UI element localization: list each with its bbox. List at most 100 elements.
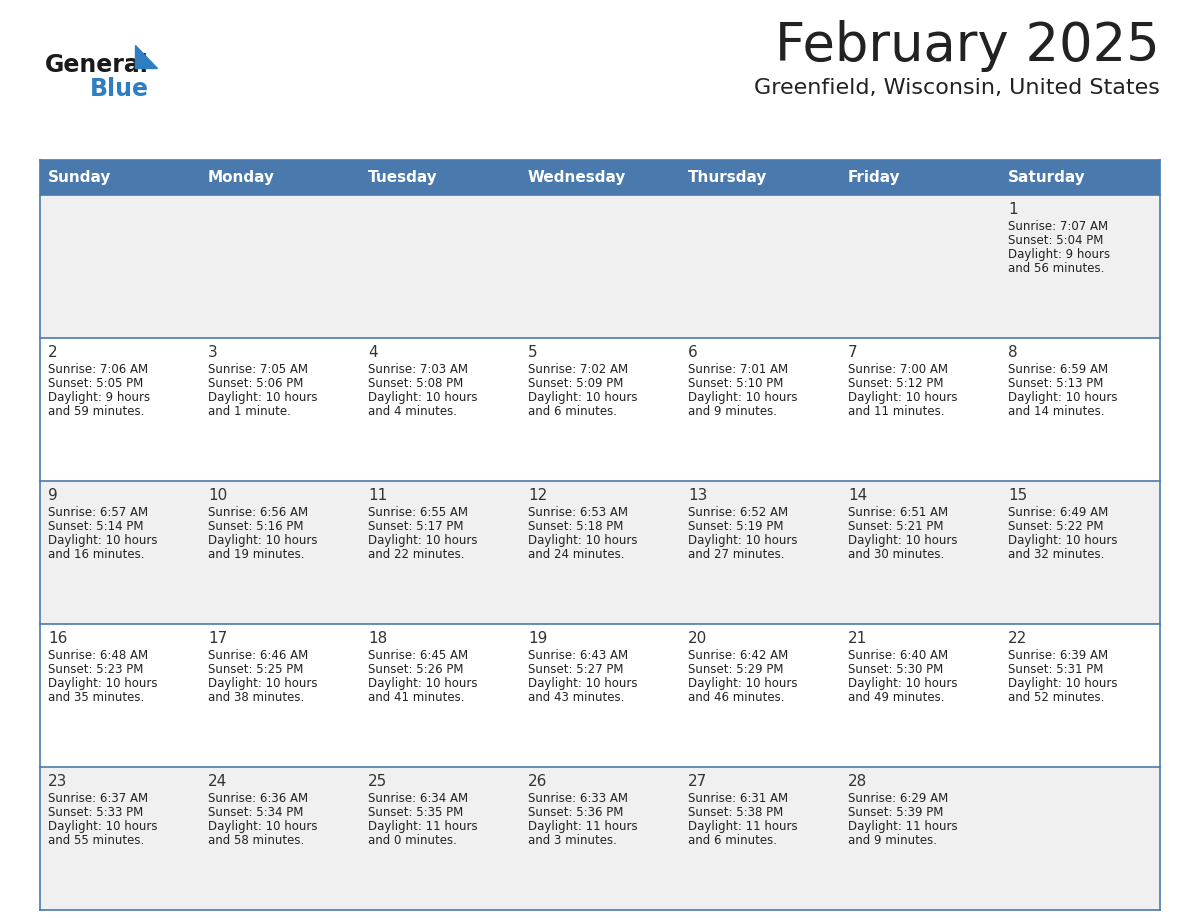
Text: Sunrise: 6:37 AM: Sunrise: 6:37 AM bbox=[48, 792, 148, 805]
Text: Sunset: 5:04 PM: Sunset: 5:04 PM bbox=[1007, 234, 1104, 247]
Text: Sunrise: 6:57 AM: Sunrise: 6:57 AM bbox=[48, 506, 148, 519]
Text: 19: 19 bbox=[527, 631, 548, 646]
Text: 3: 3 bbox=[208, 345, 217, 360]
Text: 2: 2 bbox=[48, 345, 58, 360]
Text: and 6 minutes.: and 6 minutes. bbox=[527, 405, 617, 418]
Text: 22: 22 bbox=[1007, 631, 1028, 646]
Text: and 0 minutes.: and 0 minutes. bbox=[368, 834, 457, 847]
Text: Daylight: 10 hours: Daylight: 10 hours bbox=[527, 534, 638, 547]
Text: Daylight: 10 hours: Daylight: 10 hours bbox=[208, 391, 317, 404]
Text: Daylight: 10 hours: Daylight: 10 hours bbox=[848, 391, 958, 404]
Text: Daylight: 10 hours: Daylight: 10 hours bbox=[527, 391, 638, 404]
Text: Sunrise: 6:39 AM: Sunrise: 6:39 AM bbox=[1007, 649, 1108, 662]
Bar bbox=[840, 160, 1000, 195]
Text: Blue: Blue bbox=[90, 77, 148, 101]
Text: 25: 25 bbox=[368, 774, 387, 789]
Text: 16: 16 bbox=[48, 631, 68, 646]
Text: Sunrise: 6:56 AM: Sunrise: 6:56 AM bbox=[208, 506, 308, 519]
Text: Daylight: 11 hours: Daylight: 11 hours bbox=[848, 820, 958, 833]
Text: Sunset: 5:25 PM: Sunset: 5:25 PM bbox=[208, 663, 303, 676]
Text: Sunrise: 6:59 AM: Sunrise: 6:59 AM bbox=[1007, 363, 1108, 376]
Text: Sunrise: 6:48 AM: Sunrise: 6:48 AM bbox=[48, 649, 148, 662]
Text: Daylight: 10 hours: Daylight: 10 hours bbox=[368, 391, 478, 404]
Bar bbox=[360, 160, 520, 195]
Text: Daylight: 10 hours: Daylight: 10 hours bbox=[688, 677, 797, 690]
Text: and 19 minutes.: and 19 minutes. bbox=[208, 548, 304, 561]
Text: Sunset: 5:10 PM: Sunset: 5:10 PM bbox=[688, 377, 783, 390]
Text: Sunrise: 7:03 AM: Sunrise: 7:03 AM bbox=[368, 363, 468, 376]
Text: Sunrise: 7:00 AM: Sunrise: 7:00 AM bbox=[848, 363, 948, 376]
Text: Sunset: 5:17 PM: Sunset: 5:17 PM bbox=[368, 520, 463, 533]
Text: and 55 minutes.: and 55 minutes. bbox=[48, 834, 144, 847]
Bar bbox=[1000, 160, 1159, 195]
Text: and 24 minutes.: and 24 minutes. bbox=[527, 548, 625, 561]
Text: 1: 1 bbox=[1007, 202, 1018, 217]
Text: and 11 minutes.: and 11 minutes. bbox=[848, 405, 944, 418]
Text: and 46 minutes.: and 46 minutes. bbox=[688, 691, 784, 704]
Text: Daylight: 10 hours: Daylight: 10 hours bbox=[208, 820, 317, 833]
Text: Daylight: 10 hours: Daylight: 10 hours bbox=[848, 534, 958, 547]
Text: and 49 minutes.: and 49 minutes. bbox=[848, 691, 944, 704]
Text: Sunrise: 7:06 AM: Sunrise: 7:06 AM bbox=[48, 363, 148, 376]
Text: Daylight: 10 hours: Daylight: 10 hours bbox=[368, 677, 478, 690]
Text: 17: 17 bbox=[208, 631, 227, 646]
Text: 15: 15 bbox=[1007, 488, 1028, 503]
Text: and 30 minutes.: and 30 minutes. bbox=[848, 548, 944, 561]
Bar bbox=[40, 481, 1159, 624]
Text: and 16 minutes.: and 16 minutes. bbox=[48, 548, 145, 561]
Bar bbox=[680, 160, 840, 195]
Text: Sunset: 5:16 PM: Sunset: 5:16 PM bbox=[208, 520, 303, 533]
Text: Sunset: 5:23 PM: Sunset: 5:23 PM bbox=[48, 663, 144, 676]
Text: Daylight: 10 hours: Daylight: 10 hours bbox=[1007, 391, 1118, 404]
Text: Sunrise: 6:51 AM: Sunrise: 6:51 AM bbox=[848, 506, 948, 519]
Text: 28: 28 bbox=[848, 774, 867, 789]
Text: and 4 minutes.: and 4 minutes. bbox=[368, 405, 457, 418]
Text: Daylight: 10 hours: Daylight: 10 hours bbox=[1007, 534, 1118, 547]
Text: Sunrise: 6:33 AM: Sunrise: 6:33 AM bbox=[527, 792, 628, 805]
Text: Daylight: 10 hours: Daylight: 10 hours bbox=[48, 534, 158, 547]
Bar bbox=[40, 160, 200, 195]
Text: Sunrise: 7:01 AM: Sunrise: 7:01 AM bbox=[688, 363, 788, 376]
Text: 18: 18 bbox=[368, 631, 387, 646]
Bar bbox=[520, 160, 680, 195]
Text: Sunset: 5:14 PM: Sunset: 5:14 PM bbox=[48, 520, 144, 533]
Text: Sunrise: 6:31 AM: Sunrise: 6:31 AM bbox=[688, 792, 788, 805]
Text: Daylight: 10 hours: Daylight: 10 hours bbox=[208, 534, 317, 547]
Text: Sunrise: 6:40 AM: Sunrise: 6:40 AM bbox=[848, 649, 948, 662]
Text: and 59 minutes.: and 59 minutes. bbox=[48, 405, 145, 418]
Text: Sunset: 5:38 PM: Sunset: 5:38 PM bbox=[688, 806, 783, 819]
Text: Daylight: 10 hours: Daylight: 10 hours bbox=[527, 677, 638, 690]
Text: Sunset: 5:18 PM: Sunset: 5:18 PM bbox=[527, 520, 624, 533]
Text: Sunset: 5:29 PM: Sunset: 5:29 PM bbox=[688, 663, 784, 676]
Text: 6: 6 bbox=[688, 345, 697, 360]
Text: Sunset: 5:21 PM: Sunset: 5:21 PM bbox=[848, 520, 943, 533]
Text: and 32 minutes.: and 32 minutes. bbox=[1007, 548, 1105, 561]
Text: Sunset: 5:06 PM: Sunset: 5:06 PM bbox=[208, 377, 303, 390]
Text: and 14 minutes.: and 14 minutes. bbox=[1007, 405, 1105, 418]
Text: 8: 8 bbox=[1007, 345, 1018, 360]
Text: Daylight: 10 hours: Daylight: 10 hours bbox=[48, 820, 158, 833]
Text: 14: 14 bbox=[848, 488, 867, 503]
Text: Sunset: 5:09 PM: Sunset: 5:09 PM bbox=[527, 377, 624, 390]
Text: and 38 minutes.: and 38 minutes. bbox=[208, 691, 304, 704]
Text: 23: 23 bbox=[48, 774, 68, 789]
Bar bbox=[40, 624, 1159, 767]
Text: 13: 13 bbox=[688, 488, 707, 503]
Text: and 56 minutes.: and 56 minutes. bbox=[1007, 262, 1105, 275]
Text: Sunrise: 6:53 AM: Sunrise: 6:53 AM bbox=[527, 506, 628, 519]
Text: Daylight: 10 hours: Daylight: 10 hours bbox=[368, 534, 478, 547]
Text: General: General bbox=[45, 53, 148, 77]
Text: Sunset: 5:35 PM: Sunset: 5:35 PM bbox=[368, 806, 463, 819]
Text: and 41 minutes.: and 41 minutes. bbox=[368, 691, 465, 704]
Text: 12: 12 bbox=[527, 488, 548, 503]
Text: 20: 20 bbox=[688, 631, 707, 646]
Text: Sunday: Sunday bbox=[48, 170, 112, 185]
Text: Sunrise: 6:46 AM: Sunrise: 6:46 AM bbox=[208, 649, 308, 662]
Text: Sunrise: 6:43 AM: Sunrise: 6:43 AM bbox=[527, 649, 628, 662]
Text: 10: 10 bbox=[208, 488, 227, 503]
Text: Greenfield, Wisconsin, United States: Greenfield, Wisconsin, United States bbox=[754, 78, 1159, 98]
Text: Daylight: 10 hours: Daylight: 10 hours bbox=[848, 677, 958, 690]
Text: Sunset: 5:33 PM: Sunset: 5:33 PM bbox=[48, 806, 144, 819]
Text: Sunset: 5:08 PM: Sunset: 5:08 PM bbox=[368, 377, 463, 390]
Bar bbox=[200, 160, 360, 195]
